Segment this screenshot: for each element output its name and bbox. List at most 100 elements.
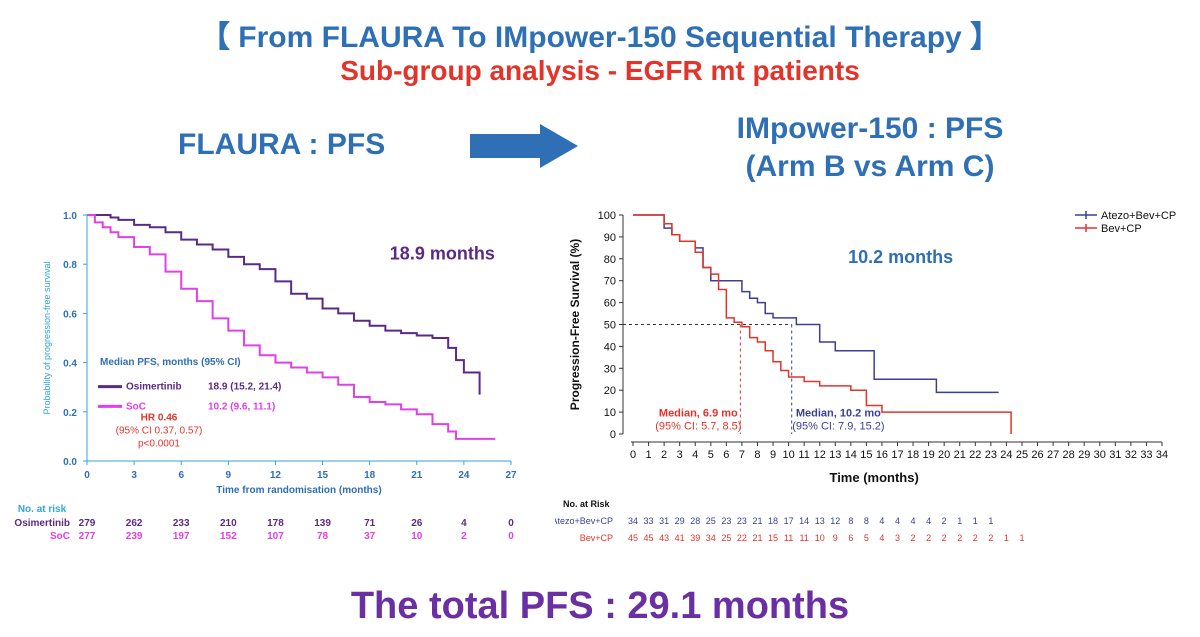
x-tick-label: 10 <box>782 449 794 461</box>
x-tick-label: 30 <box>1094 449 1106 461</box>
y-tick-label: 0.8 <box>63 260 77 271</box>
risk-value: 4 <box>461 518 467 529</box>
risk-value: 233 <box>173 518 190 529</box>
risk-value: 1 <box>1019 533 1024 543</box>
x-tick-label: 28 <box>1063 449 1075 461</box>
risk-value: 2 <box>926 533 931 543</box>
hr-ci-label: (95% CI 0.37, 0.57) <box>116 425 203 436</box>
y-axis-label: Probability of progression-free survival <box>42 261 52 414</box>
risk-value: 43 <box>659 533 669 543</box>
y-tick-label: 0.2 <box>63 408 77 419</box>
callout-label: 18.9 months <box>390 243 495 263</box>
flaura-heading: FLAURA : PFS <box>178 128 386 161</box>
risk-value: 197 <box>173 531 190 542</box>
median-ci-label: (95% CI: 5.7, 8.5) <box>655 420 741 432</box>
x-tick-label: 32 <box>1125 449 1137 461</box>
x-tick-label: 5 <box>708 449 714 461</box>
risk-value: 10 <box>411 531 423 542</box>
x-tick-label: 15 <box>860 449 872 461</box>
risk-value: 5 <box>864 533 869 543</box>
x-tick-label: 11 <box>798 449 809 461</box>
x-tick-label: 21 <box>411 470 423 481</box>
risk-value: 152 <box>220 531 237 542</box>
legend-title: Median PFS, months (95% CI) <box>100 357 241 368</box>
risk-row-label: Atezo+Bev+CP <box>555 516 613 526</box>
y-tick-label: 30 <box>604 363 616 375</box>
x-tick-label: 0 <box>630 449 636 461</box>
risk-value: 17 <box>784 516 794 526</box>
risk-value: 41 <box>675 533 685 543</box>
x-axis-label: Time from randomisation (months) <box>216 485 381 496</box>
risk-value: 0 <box>508 531 514 542</box>
x-tick-label: 21 <box>954 449 966 461</box>
x-tick-label: 1 <box>645 449 651 461</box>
arrow-right-icon <box>470 124 578 168</box>
risk-value: 277 <box>79 531 96 542</box>
median-label: Median, 10.2 mo <box>796 407 881 419</box>
x-tick-label: 15 <box>317 470 329 481</box>
impower-heading-line2: (Arm B vs Arm C) <box>745 150 995 183</box>
x-tick-label: 16 <box>876 449 888 461</box>
series-line-1 <box>633 214 1012 434</box>
y-tick-label: 0 <box>610 429 616 441</box>
risk-value: 8 <box>864 516 869 526</box>
risk-row-label: Bev+CP <box>580 533 613 543</box>
y-tick-label: 90 <box>604 232 616 244</box>
x-tick-label: 17 <box>891 449 903 461</box>
x-tick-label: 9 <box>226 470 232 481</box>
y-tick-label: 20 <box>604 385 616 397</box>
risk-value: 4 <box>926 516 931 526</box>
x-tick-label: 14 <box>845 449 857 461</box>
risk-value: 31 <box>659 516 669 526</box>
y-tick-label: 0.0 <box>63 457 77 468</box>
risk-value: 8 <box>848 516 853 526</box>
risk-value: 45 <box>644 533 654 543</box>
x-tick-label: 0 <box>84 470 90 481</box>
x-tick-label: 23 <box>985 449 997 461</box>
y-tick-label: 100 <box>598 210 616 222</box>
risk-value: 26 <box>411 518 423 529</box>
x-tick-label: 27 <box>505 470 517 481</box>
series-line-soc <box>87 214 496 440</box>
x-tick-label: 34 <box>1156 449 1168 461</box>
risk-value: 3 <box>895 533 900 543</box>
risk-value: 18 <box>768 516 778 526</box>
risk-value: 14 <box>799 516 809 526</box>
risk-value: 0 <box>508 518 514 529</box>
risk-value: 2 <box>461 531 467 542</box>
y-tick-label: 80 <box>604 254 616 266</box>
risk-value: 262 <box>126 518 143 529</box>
impower-heading-line1: IMpower-150 : PFS <box>736 112 1004 145</box>
risk-value: 28 <box>690 516 700 526</box>
x-tick-label: 9 <box>770 449 776 461</box>
risk-value: 15 <box>768 533 778 543</box>
risk-value: 25 <box>721 533 731 543</box>
risk-value: 1 <box>957 516 962 526</box>
x-tick-label: 12 <box>270 470 282 481</box>
risk-value: 21 <box>752 533 762 543</box>
x-tick-label: 8 <box>754 449 760 461</box>
risk-value: 279 <box>79 518 96 529</box>
x-tick-label: 3 <box>131 470 137 481</box>
y-tick-label: 1.0 <box>63 211 77 222</box>
legend-label: SoC <box>126 401 146 412</box>
risk-value: 2 <box>973 533 978 543</box>
legend-label: Atezo+Bev+CP <box>1101 210 1176 222</box>
x-tick-label: 19 <box>922 449 934 461</box>
risk-value: 71 <box>364 518 376 529</box>
legend-value: 18.9 (15.2, 21.4) <box>208 382 281 393</box>
risk-value: 21 <box>752 516 762 526</box>
risk-value: 239 <box>126 531 143 542</box>
risk-value: 1 <box>988 516 993 526</box>
x-tick-label: 12 <box>814 449 826 461</box>
risk-value: 4 <box>879 533 884 543</box>
x-tick-label: 31 <box>1109 449 1121 461</box>
risk-value: 2 <box>911 533 916 543</box>
risk-value: 37 <box>364 531 376 542</box>
page-subtitle: Sub-group analysis - EGFR mt patients <box>340 55 860 86</box>
x-tick-label: 3 <box>677 449 683 461</box>
risk-value: 107 <box>267 531 284 542</box>
page-title: 【 From FLAURA To IMpower-150 Sequential … <box>199 21 1001 54</box>
